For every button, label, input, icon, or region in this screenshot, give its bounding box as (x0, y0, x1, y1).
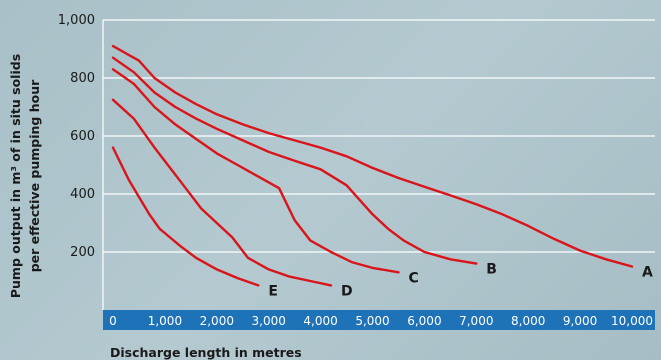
x-axis-title: Discharge length in metres (110, 345, 302, 360)
curve-label-d: D (341, 283, 353, 299)
y-tick-label: 600 (70, 129, 95, 144)
y-axis-title-line-2: per effective pumping hour (27, 79, 42, 272)
curve-label-a: A (642, 265, 653, 281)
curve-e (111, 146, 260, 287)
x-tick-label: 0 (109, 314, 117, 328)
curve-b (111, 56, 478, 265)
curve-labels: A B C D E (268, 262, 653, 300)
curve-c (111, 68, 400, 274)
x-tick-label: 6,000 (407, 314, 441, 328)
curve-a (111, 44, 634, 268)
curve-d (111, 98, 333, 287)
y-tick-label: 200 (70, 245, 95, 260)
x-tick-label: 4,000 (303, 314, 337, 328)
y-tick-label: 400 (70, 187, 95, 202)
x-tick-label: 8,000 (511, 314, 545, 328)
y-tick-label: 1,000 (58, 13, 95, 28)
x-tick-label: 7,000 (459, 314, 493, 328)
curve-label-c: C (408, 270, 418, 286)
curves (111, 44, 634, 287)
x-axis-band (103, 310, 655, 330)
curve-label-e: E (268, 283, 278, 299)
x-tick-label: 1,000 (148, 314, 182, 328)
x-tick-label: 2,000 (200, 314, 234, 328)
x-tick-label: 10,000 (611, 314, 653, 328)
y-axis-ticks: 200 400 600 800 1,000 (58, 13, 95, 260)
y-axis-title-line-1: Pump output in m³ of in situ solids (8, 54, 23, 298)
y-tick-label: 800 (70, 71, 95, 86)
x-tick-label: 3,000 (252, 314, 286, 328)
x-axis-ticks: 0 1,000 2,000 3,000 4,000 5,000 6,000 7,000 8,00… (109, 314, 653, 328)
x-tick-label: 9,000 (563, 314, 597, 328)
grid (102, 19, 655, 310)
curve-label-b: B (486, 262, 497, 278)
x-tick-label: 5,000 (355, 314, 389, 328)
